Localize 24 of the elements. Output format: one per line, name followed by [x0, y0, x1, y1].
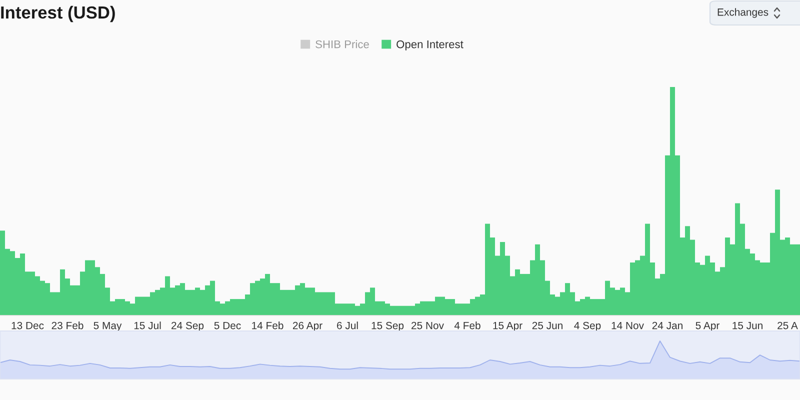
- x-tick-label: 15 Jun: [732, 322, 762, 330]
- x-tick-label: 24 Jan: [652, 322, 682, 330]
- x-tick-label: 4 Sep: [574, 322, 601, 332]
- x-tick-label: 5 May: [94, 322, 122, 332]
- x-tick-label: 24 Sep: [172, 322, 204, 332]
- legend-label: Open Interest: [396, 40, 464, 50]
- x-tick-label: 15 Jul: [134, 322, 161, 330]
- x-tick-label: 25 A: [778, 322, 798, 330]
- chart-title: Interest (USD): [1, 6, 115, 22]
- x-tick-label: 5 Dec: [214, 322, 241, 330]
- x-tick-label: 23 Feb: [52, 322, 84, 330]
- x-tick-label: 14 Nov: [612, 322, 644, 330]
- x-tick-label: 26 Apr: [292, 322, 322, 332]
- x-tick-label: 15 Sep: [372, 322, 404, 332]
- x-tick-label: 25 Jun: [532, 322, 562, 330]
- x-tick-label: 14 Feb: [252, 322, 284, 330]
- legend-label: SHIB Price: [316, 40, 369, 48]
- x-tick-label: 6 Jul: [337, 322, 358, 330]
- x-tick-label: 4 Feb: [454, 322, 480, 330]
- x-tick-label: 15 Apr: [493, 322, 522, 332]
- x-tick-label: 5 Apr: [696, 322, 720, 332]
- x-tick-label: 25 Nov: [412, 322, 444, 330]
- text: Exchanges: [718, 8, 768, 18]
- x-tick-label: 13 Dec: [12, 322, 44, 330]
